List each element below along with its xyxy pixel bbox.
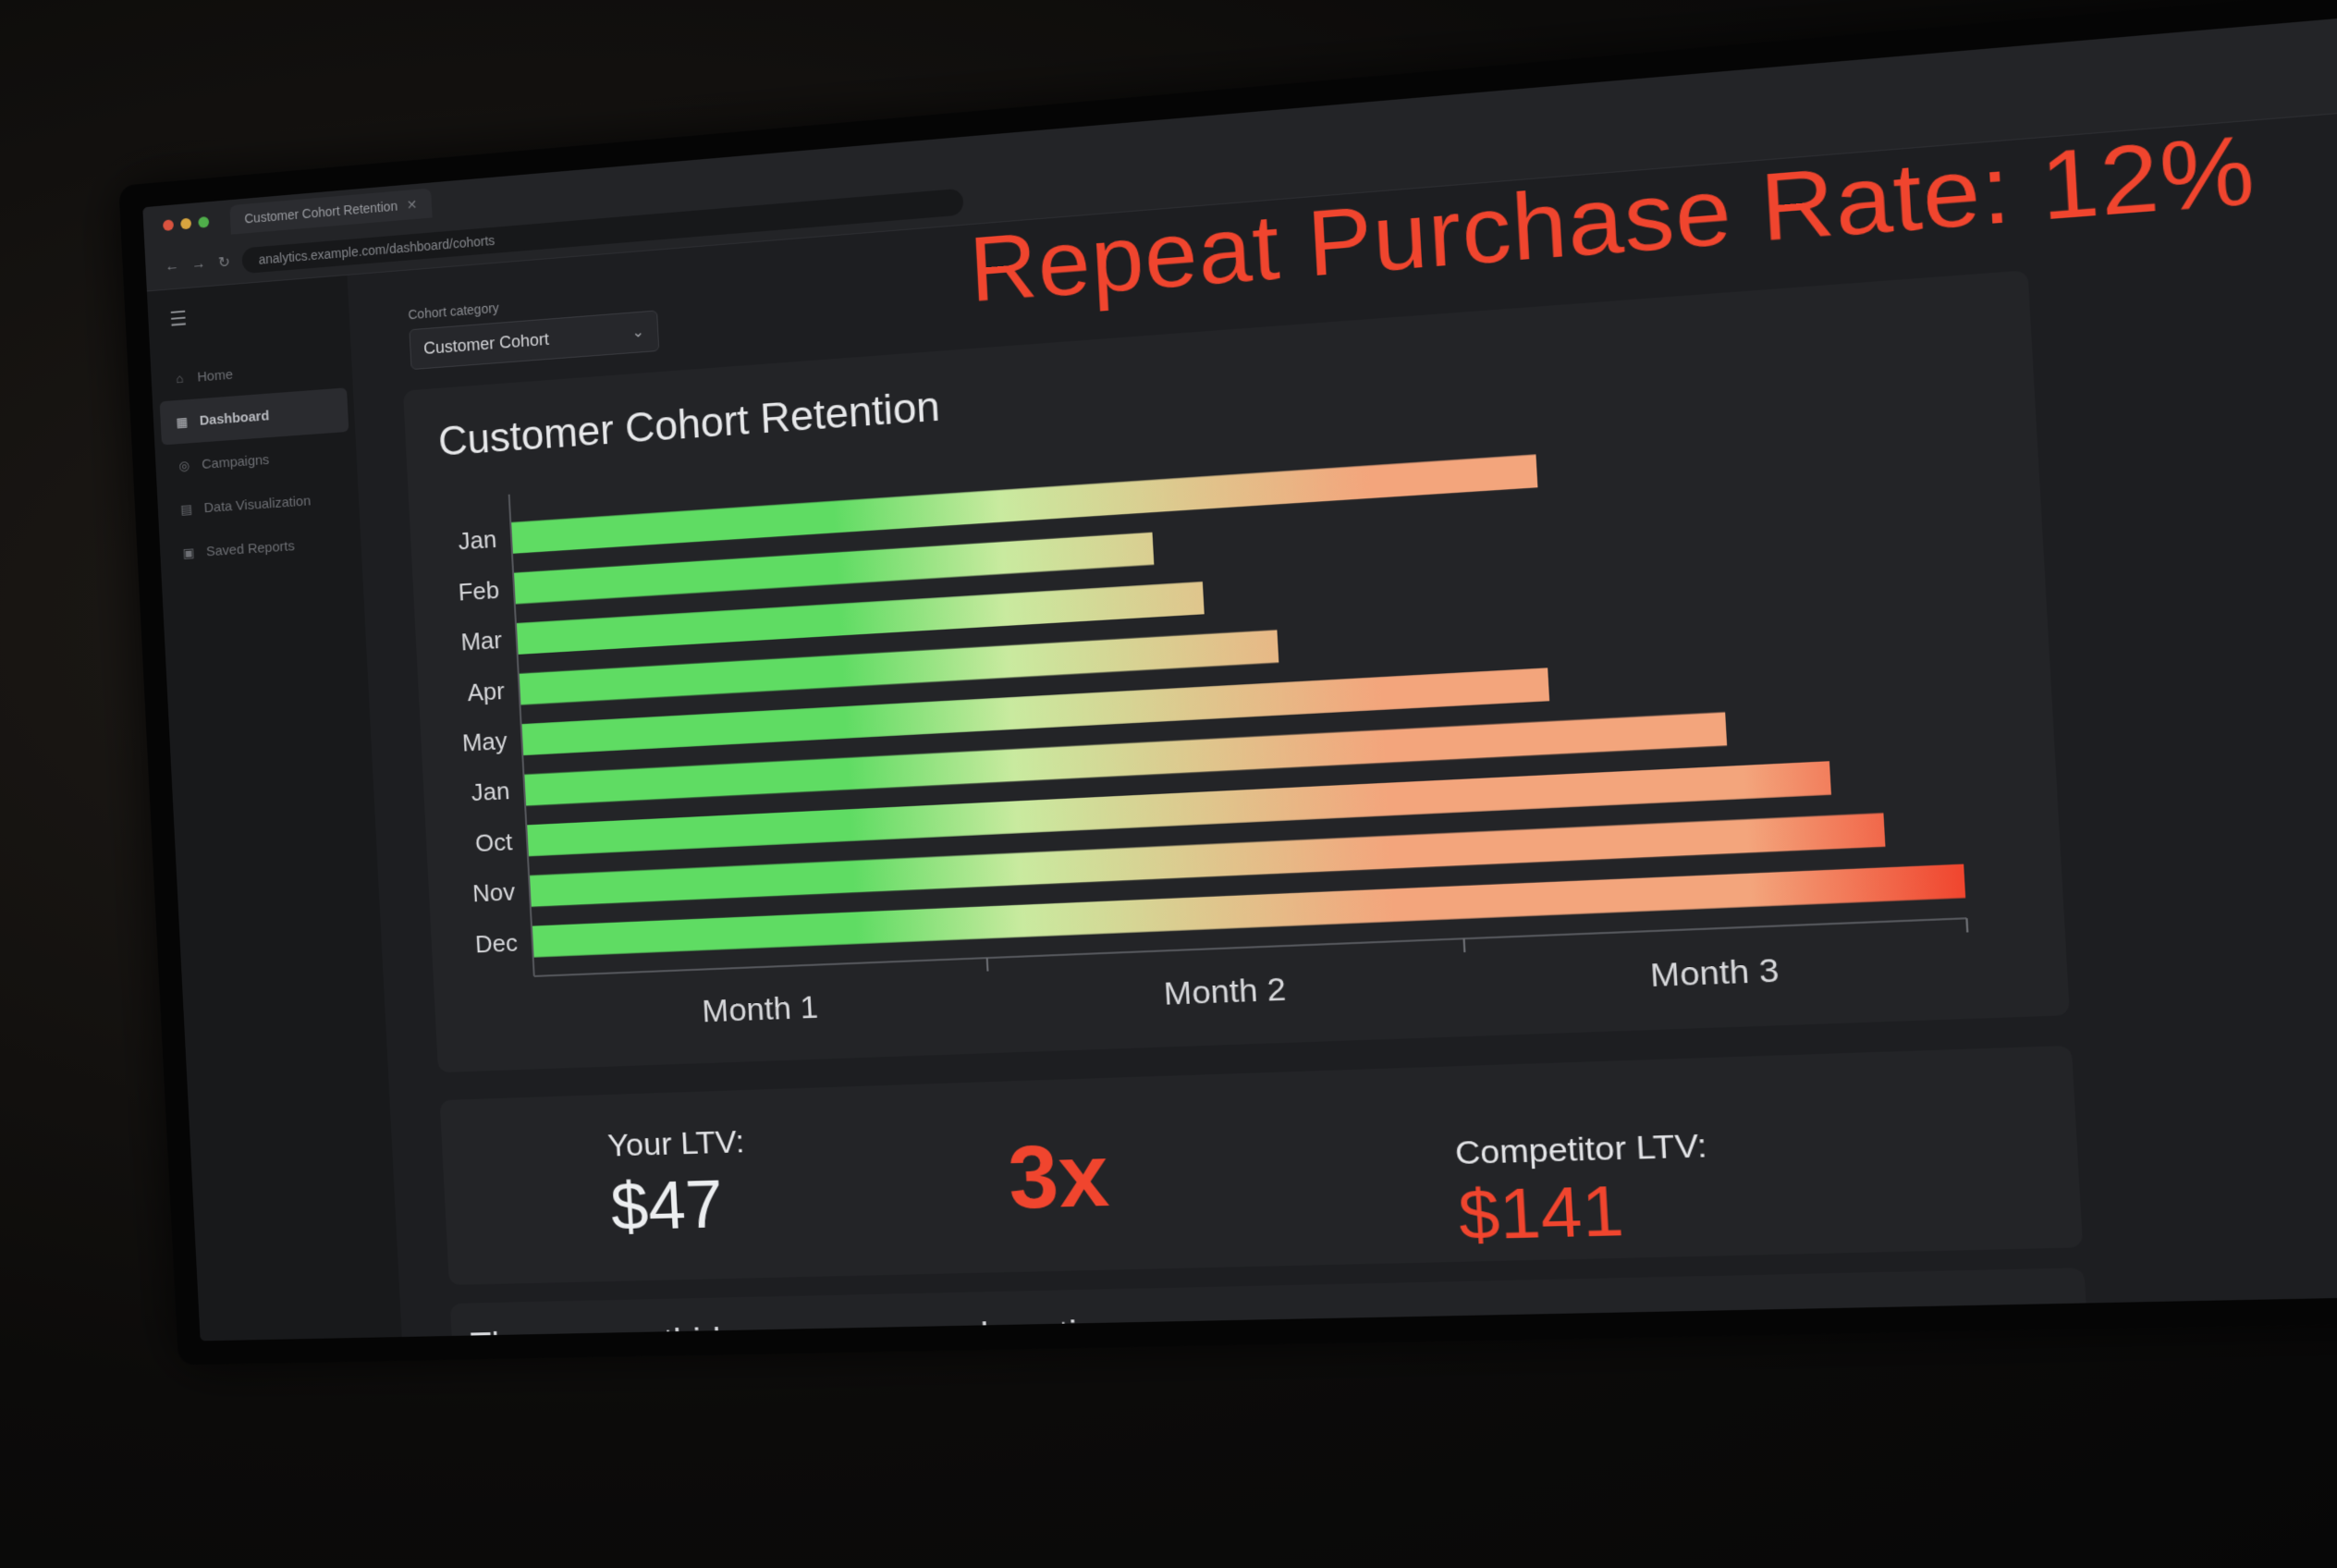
sidebar-item-label: Data Visualization	[203, 493, 311, 516]
chart-icon: ▤	[178, 501, 193, 518]
y-tick-label: Dec	[474, 930, 518, 958]
y-tick-label: Jan	[458, 527, 497, 556]
sidebar-nav: ⌂ Home ▦ Dashboard ◎ Campaigns ▤ Data Vi…	[157, 344, 356, 576]
main-content: Cohort category Customer Cohort ⌄ Repeat…	[370, 111, 2337, 1336]
hamburger-menu-icon[interactable]: ☰	[169, 307, 188, 332]
sidebar: ☰ ⌂ Home ▦ Dashboard ◎ Campaigns ▤ Data …	[147, 276, 402, 1341]
chart-panel: Jan Feb Mar Apr May Jan Oct Nov Dec Month 1 Month…	[403, 270, 2070, 1072]
x-tick-mark	[1966, 918, 1967, 932]
sidebar-item-label: Home	[197, 366, 233, 385]
cohort-retention-chart: Jan Feb Mar Apr May Jan Oct Nov Dec Month 1 Month…	[403, 270, 2070, 1072]
y-tick-label: Mar	[460, 628, 503, 656]
browser-tab-title: Customer Cohort Retention	[244, 199, 398, 227]
report-icon: ▣	[181, 545, 196, 561]
ltv-ratio: 3x	[1006, 1126, 1111, 1230]
browser-tab[interactable]: Customer Cohort Retention ✕	[229, 188, 433, 234]
close-window-button[interactable]	[163, 219, 174, 231]
sidebar-item-label: Saved Reports	[206, 538, 295, 559]
x-tick-mark	[987, 958, 988, 971]
competitor-ltv-label: Competitor LTV:	[1454, 1127, 1708, 1172]
campaign-icon: ◎	[177, 458, 191, 474]
your-ltv-value: $47	[609, 1166, 726, 1245]
cohort-filter: Cohort category Customer Cohort ⌄	[408, 288, 659, 370]
back-icon[interactable]: ←	[165, 258, 179, 276]
monitor: Customer Cohort Retention ✕ ← → ↻ analyt…	[118, 0, 2337, 1366]
forward-icon[interactable]: →	[191, 256, 206, 274]
bar-jan-0	[510, 455, 1537, 554]
y-tick-label: Apr	[467, 678, 506, 706]
sidebar-item-label: Campaigns	[202, 451, 270, 472]
x-tick-label: Month 3	[1649, 952, 1780, 995]
y-tick-label: May	[461, 729, 508, 757]
y-tick-label: Feb	[458, 577, 500, 606]
y-tick-label: Nov	[472, 879, 516, 908]
sidebar-item-label: Dashboard	[199, 408, 269, 428]
footer-note: They can outbid you on every ad auction.	[470, 1314, 1131, 1341]
y-tick-label: Oct	[474, 829, 513, 857]
ltv-comparison-panel: Your LTV: $47 3x Competitor LTV: $141	[440, 1046, 2083, 1285]
chevron-down-icon: ⌄	[631, 323, 645, 342]
cohort-select-value: Customer Cohort	[423, 329, 550, 358]
y-tick-label: Jan	[471, 778, 510, 807]
dashboard-icon: ▦	[175, 413, 190, 430]
reload-icon[interactable]: ↻	[218, 253, 231, 273]
x-tick-label: Month 2	[1163, 972, 1287, 1012]
x-tick-label: Month 1	[702, 990, 819, 1030]
minimize-window-button[interactable]	[180, 218, 191, 230]
x-tick-mark	[1464, 938, 1465, 952]
your-ltv-label: Your LTV:	[606, 1124, 745, 1165]
home-icon: ⌂	[172, 371, 187, 386]
window-controls	[163, 216, 209, 231]
screen: Customer Cohort Retention ✕ ← → ↻ analyt…	[142, 16, 2337, 1341]
close-tab-icon[interactable]: ✕	[406, 196, 417, 213]
maximize-window-button[interactable]	[198, 216, 209, 228]
competitor-ltv-value: $141	[1456, 1171, 1625, 1256]
